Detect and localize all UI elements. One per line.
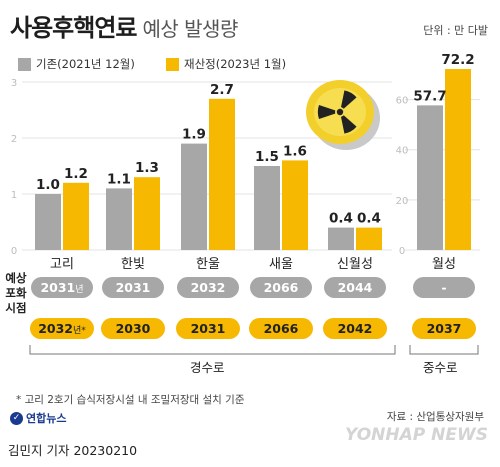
bar-value-label: 1.6: [283, 143, 307, 159]
saturation-pill-new: 2066: [249, 318, 313, 339]
title-main: 사용후핵연료: [10, 14, 137, 42]
saturation-pill-prev: 2044: [324, 277, 386, 298]
bar-value-label: 1.3: [135, 160, 159, 176]
bar-new: [63, 182, 89, 250]
bar-value-label: 2.7: [210, 82, 234, 98]
saturation-year: 2031: [190, 321, 226, 336]
left-y-tick: 3: [11, 78, 17, 89]
bar-new: [282, 160, 308, 250]
category-label: 한빛: [121, 257, 145, 272]
title-sub: 예상 발생량: [142, 17, 238, 41]
category-label: 고리: [50, 257, 74, 272]
saturation-year: -: [441, 280, 447, 295]
bar-new: [356, 227, 382, 250]
saturation-pill-prev: 2031: [102, 277, 164, 298]
bracket-left: [29, 345, 396, 355]
saturation-pill-prev: 2032: [177, 277, 239, 298]
saturation-pill-new: 2030: [101, 318, 165, 339]
source: 자료 : 산업통상자원부: [386, 411, 484, 423]
saturation-suffix: 년*: [73, 326, 86, 336]
agency-name: 연합뉴스: [26, 412, 67, 425]
right-y-tick: 0: [399, 246, 405, 257]
bracket-right: [409, 345, 479, 355]
right-y-tick: 60: [396, 96, 409, 107]
bar-prev: [106, 188, 132, 250]
group-label-heavy-water: 중수로: [423, 360, 458, 375]
category-label: 새울: [269, 257, 293, 272]
legend-swatch-prev: [18, 57, 31, 71]
row-label-2: 포화: [5, 286, 27, 300]
bars-layer: [35, 69, 471, 251]
legend-item-new: 재산정(2023년 1월): [166, 56, 286, 72]
saturation-pill-prev: -: [413, 277, 475, 298]
saturation-year: 2042: [337, 321, 373, 336]
saturation-year: 2031: [115, 280, 151, 295]
row-label-3: 시점: [5, 301, 27, 315]
saturation-year: 2066: [263, 280, 299, 295]
legend-swatch-new: [166, 57, 179, 71]
page-title: 사용후핵연료 예상 발생량: [10, 8, 238, 43]
bar-value-label: 0.4: [357, 211, 381, 227]
legend-label-prev: 기존(2021년 12월): [36, 57, 135, 71]
bar-chart: 0 1 2 3 0 20 40 60 1.01.2 1.11.3 1.9 2.7 1.5 1.6 0.4…: [11, 52, 480, 272]
saturation-pill-new: 2032년*: [30, 318, 94, 339]
watermark: YONHAP NEWS: [345, 425, 488, 445]
saturation-year: 2032: [190, 280, 226, 295]
row-label-1: 예상: [5, 271, 27, 285]
left-y-tick: 1: [11, 190, 17, 201]
category-label: 월성: [432, 257, 456, 272]
bar-prev: [328, 227, 354, 250]
bar-prev: [417, 105, 443, 251]
radiation-icon: [306, 80, 380, 150]
saturation-pill-new: 2042: [323, 318, 387, 339]
saturation-suffix: 년: [75, 285, 84, 295]
row-label: 예상 포화 시점: [2, 271, 30, 316]
unit-label: 단위 : 만 다발: [423, 24, 488, 37]
saturation-year: 2044: [337, 280, 373, 295]
agency-logo: ✓ 연합뉴스: [10, 410, 66, 426]
saturation-pill-prev: 2031년: [31, 277, 93, 298]
right-y-tick: 20: [396, 196, 409, 207]
bar-value-label: 1.0: [36, 177, 60, 193]
saturation-year: 2066: [263, 321, 299, 336]
bar-value-label: 1.5: [255, 149, 279, 165]
group-brackets: [29, 345, 479, 355]
legend-label-new: 재산정(2023년 1월): [184, 57, 287, 71]
bar-new: [134, 177, 160, 250]
bar-prev: [254, 166, 280, 250]
credit: 김민지 기자 20230210: [8, 443, 138, 458]
category-label: 신월성: [337, 257, 373, 272]
left-y-tick: 0: [11, 246, 17, 257]
footnote: * 고리 2호기 습식저장시설 내 조밀저장대 설치 기준: [16, 394, 245, 406]
value-labels-layer: 1.01.2 1.11.3 1.9 2.7 1.5 1.6 0.4 0.4 57.7 72.2: [36, 52, 475, 227]
group-label-light-water: 경수로: [190, 360, 225, 375]
left-y-tick: 2: [11, 134, 17, 145]
category-label: 한울: [196, 257, 220, 272]
right-y-tick: 40: [396, 146, 409, 157]
bar-value-label: 1.9: [182, 127, 206, 143]
bar-value-label: 1.1: [107, 171, 131, 187]
saturation-year: 2032: [38, 321, 73, 336]
bar-value-label: 0.4: [329, 211, 353, 227]
bar-prev: [35, 194, 61, 250]
bar-new: [209, 98, 235, 250]
legend-item-prev: 기존(2021년 12월): [18, 56, 135, 72]
bar-value-label: 57.7: [413, 88, 446, 104]
saturation-year: 2031: [40, 280, 76, 295]
category-labels-layer: 고리 한빛 한울 새울 신월성 월성: [50, 257, 456, 272]
bar-new: [445, 69, 471, 250]
agency-logo-icon: ✓: [10, 411, 23, 425]
saturation-year: 2037: [426, 321, 462, 336]
bar-prev: [181, 143, 207, 250]
bar-value-label: 1.2: [64, 166, 88, 182]
bar-value-label: 72.2: [441, 52, 474, 68]
saturation-pill-new: 2031: [176, 318, 240, 339]
saturation-pill-prev: 2066: [250, 277, 312, 298]
saturation-pill-new: 2037: [412, 318, 476, 339]
saturation-year: 2030: [115, 321, 151, 336]
